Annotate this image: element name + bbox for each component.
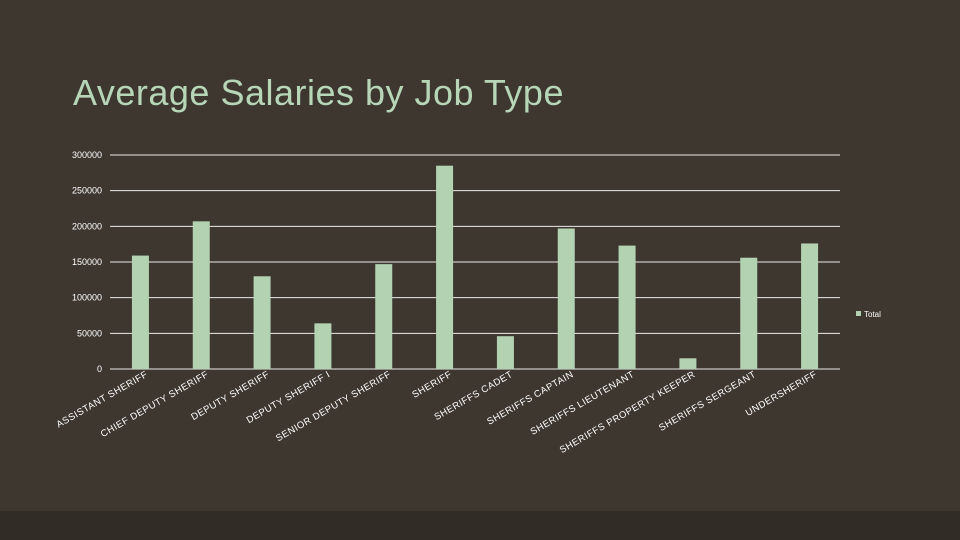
y-tick-label: 0 — [97, 364, 102, 374]
x-tick-label: SHERIFFS LIEUTENANT — [529, 369, 637, 438]
bar — [801, 243, 819, 369]
y-tick-label: 250000 — [72, 186, 102, 196]
bar — [679, 358, 697, 369]
bar — [496, 336, 514, 369]
x-tick-label: SHERIFFS SERGEANT — [657, 369, 758, 434]
x-tick-label: SENIOR DEPUTY SHERIFF — [274, 369, 393, 444]
y-tick-label: 200000 — [72, 221, 102, 231]
x-tick-label: SHERIFF — [410, 369, 454, 401]
footer-band — [0, 511, 960, 540]
bar — [618, 245, 636, 369]
legend-label: Total — [864, 310, 881, 319]
bar — [192, 221, 210, 369]
bar — [375, 264, 393, 369]
chart-title: Average Salaries by Job Type — [73, 72, 564, 113]
bar — [557, 228, 575, 369]
bar — [740, 257, 758, 369]
y-tick-label: 150000 — [72, 257, 102, 267]
legend-swatch — [856, 311, 861, 316]
y-tick-label: 300000 — [72, 150, 102, 160]
bar — [131, 255, 149, 369]
bar — [253, 276, 271, 369]
bar — [436, 165, 454, 369]
bar — [314, 323, 332, 369]
y-tick-label: 50000 — [77, 328, 102, 338]
x-tick-label: CHIEF DEPUTY SHERIFF — [99, 369, 211, 440]
y-tick-label: 100000 — [72, 293, 102, 303]
